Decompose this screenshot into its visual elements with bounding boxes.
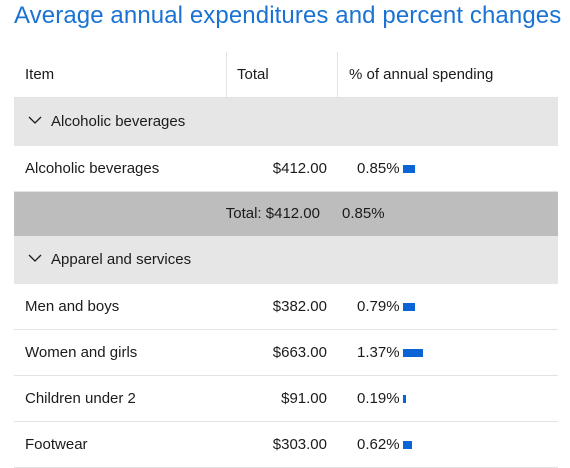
column-divider[interactable]	[226, 52, 227, 97]
table-row[interactable]: Alcoholic beverages $412.00 0.85%	[14, 146, 558, 192]
item-percent: 0.62%	[357, 436, 400, 453]
column-header-item[interactable]: Item	[25, 66, 55, 83]
page-title: Average annual expenditures and percent …	[14, 2, 562, 29]
table-row[interactable]: Children under 2 $91.00 0.19%	[14, 376, 558, 422]
percent-bar	[403, 395, 406, 403]
item-total: $303.00	[272, 436, 327, 453]
column-header-percent[interactable]: % of annual spending	[349, 66, 494, 83]
table-row[interactable]: Footwear $303.00 0.62%	[14, 422, 558, 468]
item-name: Footwear	[25, 436, 88, 453]
item-name: Alcoholic beverages	[25, 160, 160, 177]
table-header: Item Total % of annual spending	[14, 52, 558, 98]
group-header-apparel-and-services[interactable]: Apparel and services	[14, 236, 558, 284]
item-name: Men and boys	[25, 298, 120, 315]
item-name: Women and girls	[25, 344, 138, 361]
table-row[interactable]: Men and boys $382.00 0.79%	[14, 284, 558, 330]
group-label: Alcoholic beverages	[51, 113, 186, 130]
group-header-alcoholic-beverages[interactable]: Alcoholic beverages	[14, 98, 558, 146]
percent-bar	[403, 303, 415, 311]
group-total-label: Total: $412.00	[225, 205, 320, 222]
item-name: Children under 2	[25, 390, 136, 407]
item-total: $382.00	[272, 298, 327, 315]
group-total-percent: 0.85%	[342, 205, 385, 222]
chevron-down-icon[interactable]	[28, 113, 42, 127]
group-label: Apparel and services	[51, 251, 192, 268]
item-total: $91.00	[281, 390, 327, 407]
expenditures-table: Item Total % of annual spending Alcoholi…	[14, 52, 558, 468]
item-total: $663.00	[272, 344, 327, 361]
item-percent: 0.85%	[357, 160, 400, 177]
chevron-down-icon[interactable]	[28, 251, 42, 265]
percent-bar	[403, 165, 415, 173]
item-percent: 0.19%	[357, 390, 400, 407]
percent-bar	[403, 441, 412, 449]
item-total: $412.00	[272, 160, 327, 177]
column-divider[interactable]	[337, 52, 338, 97]
percent-bar	[403, 349, 423, 357]
group-total-row: Total: $412.00 0.85%	[14, 192, 558, 236]
item-percent: 0.79%	[357, 298, 400, 315]
column-header-total[interactable]: Total	[237, 66, 269, 83]
table-row[interactable]: Women and girls $663.00 1.37%	[14, 330, 558, 376]
item-percent: 1.37%	[357, 344, 400, 361]
